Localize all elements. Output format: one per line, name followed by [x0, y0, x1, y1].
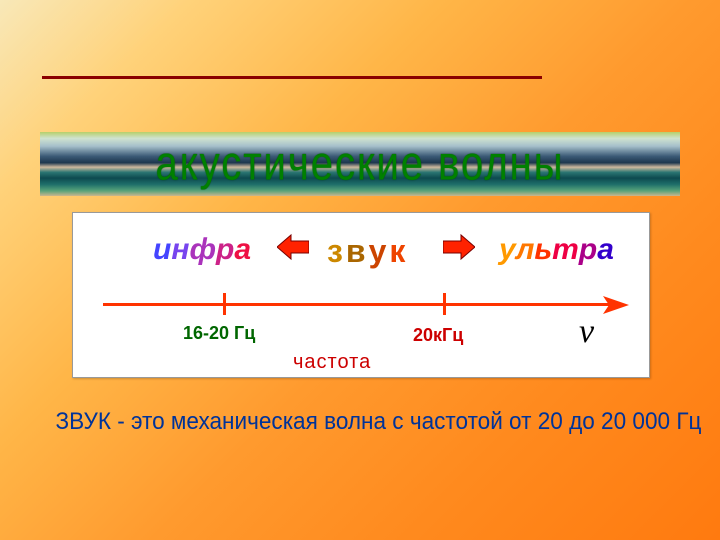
- axis: [73, 293, 649, 323]
- arrow-right-icon: [443, 233, 475, 261]
- banner: акустические волны: [40, 132, 680, 196]
- frequency-label: частота: [293, 351, 371, 374]
- axis-tick-2: [443, 293, 446, 315]
- banner-text: акустические волны: [155, 137, 564, 191]
- tick-label-high: 20кГц: [413, 325, 463, 346]
- definition-text: ЗВУК - это механическая волна с частотой…: [56, 408, 669, 436]
- frequency-diagram: инфра звук ультра 16-20 Гц 20кГц ν часто…: [72, 212, 650, 378]
- tick-label-low: 16-20 Гц: [183, 323, 255, 344]
- label-ultra: ультра: [499, 233, 614, 267]
- nu-symbol: ν: [579, 313, 594, 351]
- axis-line: [103, 303, 613, 306]
- label-row: инфра звук ультра: [73, 227, 649, 273]
- label-sound: звук: [327, 233, 408, 270]
- axis-tick-1: [223, 293, 226, 315]
- horizontal-rule: [42, 76, 542, 79]
- axis-arrowhead-icon: [603, 293, 633, 317]
- label-infra: инфра: [153, 233, 251, 267]
- arrow-left-icon: [277, 233, 309, 261]
